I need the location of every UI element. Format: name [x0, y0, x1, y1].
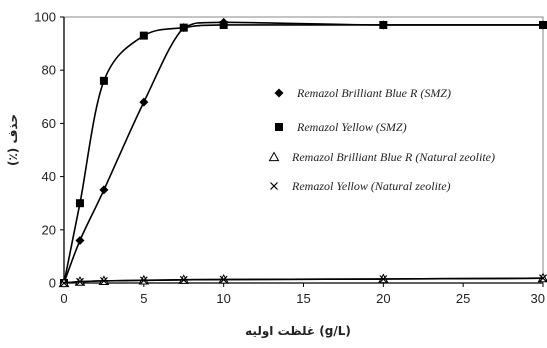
series-x — [60, 274, 547, 287]
legend-marker — [275, 123, 283, 131]
data-point — [99, 276, 108, 285]
data-point — [99, 76, 108, 85]
data-point — [139, 97, 149, 107]
data-point — [139, 276, 148, 285]
data-point — [139, 31, 148, 40]
data-point — [539, 274, 547, 283]
data-point — [75, 235, 85, 245]
data-point — [219, 20, 228, 29]
legend-marker — [268, 151, 280, 162]
y-tick-label: 40 — [42, 169, 56, 184]
legend-item: Remazol Brilliant Blue R (Natural zeolit… — [268, 150, 495, 164]
y-tick-label: 80 — [42, 63, 56, 78]
y-tick-label: 0 — [49, 276, 56, 291]
y-axis-title: حذف (٪) — [6, 114, 20, 166]
legend-item: Remazol Brilliant Blue R (SMZ) — [274, 86, 451, 100]
series-line — [63, 277, 544, 284]
legend-item: Remazol Yellow (SMZ) — [275, 120, 407, 134]
data-point — [76, 277, 84, 286]
data-point — [99, 185, 109, 195]
x-tick-label: 20 — [376, 291, 390, 306]
x-tick-label: 25 — [456, 291, 470, 306]
legend-label: Remazol Yellow (Natural zeolite) — [291, 179, 451, 193]
y-tick-label: 100 — [34, 10, 56, 25]
x-tick-label: 10 — [216, 291, 230, 306]
y-tick-label: 60 — [42, 116, 56, 131]
data-point — [379, 275, 388, 283]
legend-label: Remazol Brilliant Blue R (SMZ) — [296, 86, 451, 100]
data-point — [379, 20, 388, 29]
data-point — [179, 23, 188, 32]
x-tick-label: 5 — [140, 291, 147, 306]
legend-label: Remazol Brilliant Blue R (Natural zeolit… — [291, 150, 495, 164]
x-axis-ticks: 0 5 10 15 20 25 30 — [60, 283, 545, 306]
legend-item: Remazol Yellow (Natural zeolite) — [270, 179, 451, 193]
data-point — [539, 20, 547, 29]
x-axis-title: (g/L) غلظت اولیه — [245, 324, 351, 339]
legend: Remazol Brilliant Blue R (SMZ) Remazol Ye… — [268, 86, 495, 193]
y-axis-ticks: 0 20 40 60 80 100 — [34, 10, 64, 291]
y-tick-label: 20 — [42, 222, 56, 237]
legend-label: Remazol Yellow (SMZ) — [296, 120, 407, 134]
legend-marker — [270, 182, 278, 190]
x-tick-label: 30 — [531, 291, 545, 306]
legend-marker — [274, 88, 284, 98]
data-point — [219, 275, 228, 284]
x-tick-label: 15 — [296, 291, 310, 306]
x-tick-label: 0 — [60, 291, 67, 306]
data-point — [75, 199, 84, 208]
data-point — [179, 275, 188, 284]
data-point — [60, 279, 68, 287]
series-layer — [58, 17, 547, 288]
